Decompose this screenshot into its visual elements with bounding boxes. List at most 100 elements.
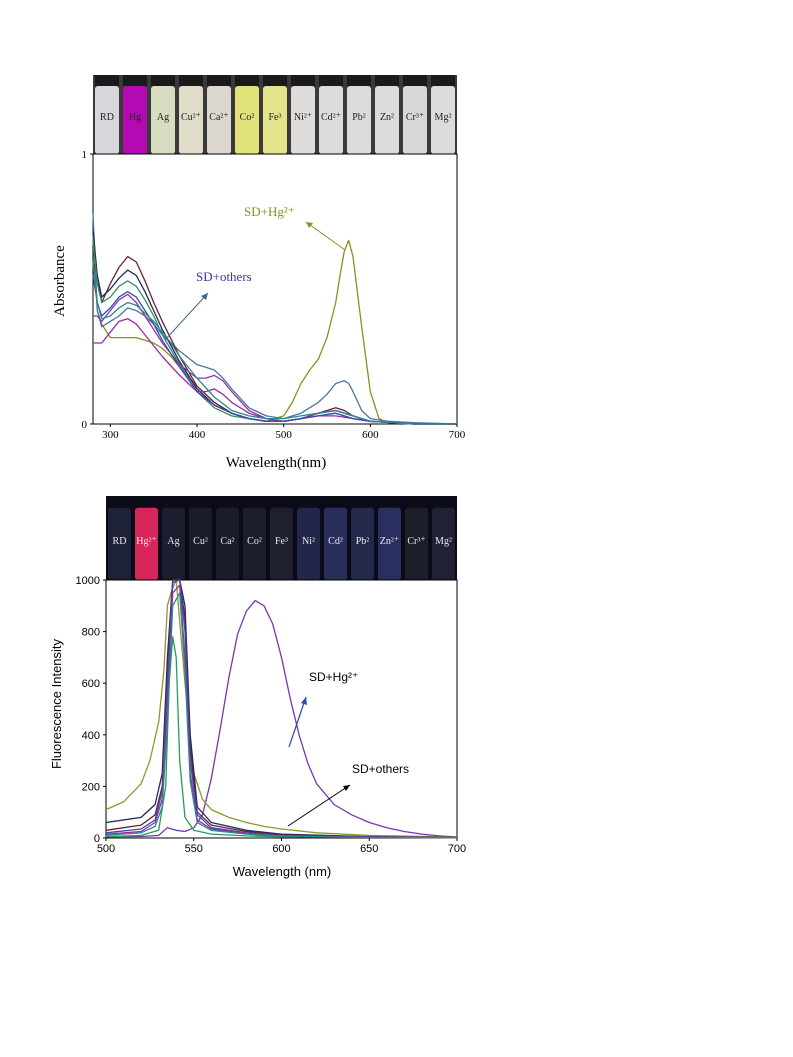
fluorescence-annotation-sd-others: SD+others	[352, 762, 409, 776]
vial-cap	[347, 75, 371, 87]
vial-label: RD	[113, 536, 127, 547]
vial-label: Hg²⁺	[136, 536, 157, 547]
vial-label: Mg²	[435, 536, 452, 547]
vial-body	[378, 507, 401, 580]
fluorescence-x-axis-label: Wavelength (nm)	[233, 864, 332, 879]
vial-cap	[151, 75, 175, 87]
vial-body	[243, 507, 266, 580]
series-line-0	[105, 599, 458, 838]
vial-cap	[108, 496, 131, 508]
vial-label: Hg	[129, 112, 141, 123]
vial-cap	[216, 496, 239, 508]
fluorescence-series-group	[105, 579, 458, 839]
y-tick-label: 400	[82, 730, 100, 742]
vial-cap	[235, 75, 259, 87]
y-tick-label: 0	[94, 833, 100, 845]
vial-label: Cu²⁺	[181, 112, 201, 123]
vial-cap	[375, 75, 399, 87]
vial-cap	[297, 496, 320, 508]
vial-photo-strip-bottom: RD Hg²⁺ Ag Cu² Ca² Co² Fe³ Ni² Cd² Pb² Zn²⁺ Cr³⁺ Mg²	[106, 496, 457, 580]
x-tick-label: 500	[275, 429, 292, 441]
vial-label: Pb²	[352, 112, 366, 123]
fluorescence-y-axis-label: Fluorescence Intensity	[49, 638, 64, 769]
fluorescence-annotation-sd-hg-arrowhead	[301, 697, 307, 705]
vial-body	[270, 507, 293, 580]
vial-cap	[123, 75, 147, 87]
vial-label: Ag	[157, 112, 169, 123]
series-line-4	[92, 240, 457, 425]
vial-body	[207, 86, 231, 154]
vial-body	[432, 507, 455, 580]
vial-cap	[378, 496, 401, 508]
vial-cap	[431, 75, 455, 87]
vial-body	[291, 86, 315, 154]
absorbance-annotation-sd-others: SD+others	[196, 269, 252, 284]
vial-body	[179, 86, 203, 154]
series-line-8	[92, 261, 457, 425]
absorbance-y-axis-label: Absorbance	[52, 245, 68, 317]
series-line-2	[105, 636, 458, 839]
vial-cap	[403, 75, 427, 87]
vial-label: Ni²	[302, 536, 315, 547]
vial-body	[216, 507, 239, 580]
vial-body	[95, 86, 119, 154]
vial-cap	[162, 496, 185, 508]
x-tick-label: 700	[448, 843, 466, 855]
vial-cap	[189, 496, 212, 508]
vial-label: RD	[100, 112, 114, 123]
series-line-1	[92, 213, 458, 425]
vial-cap	[432, 496, 455, 508]
vial-label: Cr³⁺	[406, 112, 424, 123]
vial-body	[263, 86, 287, 154]
vial-label: Cd²	[328, 536, 343, 547]
vial-label: Cr³⁺	[407, 536, 425, 547]
series-line-2	[92, 255, 457, 425]
vial-body	[405, 507, 428, 580]
vial-cap	[324, 496, 347, 508]
absorbance-series-group	[92, 213, 458, 425]
vial-label: Ca²	[220, 536, 234, 547]
y-tick-label: 1000	[76, 575, 100, 587]
vial-cap	[291, 75, 315, 87]
vial-label: Cd²⁺	[321, 112, 341, 123]
vial-cap	[405, 496, 428, 508]
vial-body	[403, 86, 427, 154]
vial-label: Fe³	[275, 536, 288, 547]
absorbance-annotation-sd-hg: SD+Hg²⁺	[244, 204, 295, 219]
vial-label: Ag	[167, 536, 179, 547]
fluorescence-annotation-sd-hg-arrow	[288, 696, 307, 748]
x-tick-label: 400	[189, 429, 206, 441]
vial-body	[162, 507, 185, 580]
fluorescence-annotation-sd-others-arrow	[287, 784, 351, 827]
vial-cap	[270, 496, 293, 508]
series-line-4	[105, 579, 458, 839]
vial-label: Ni²⁺	[294, 112, 312, 123]
y-tick-label: 200	[82, 781, 100, 793]
vial-cap	[207, 75, 231, 87]
x-tick-label: 600	[362, 429, 379, 441]
absorbance-annotation-sd-hg-arrow	[305, 221, 346, 251]
vial-body	[235, 86, 259, 154]
x-tick-label: 650	[360, 843, 378, 855]
vial-cap	[179, 75, 203, 87]
vial-body	[108, 507, 131, 580]
x-tick-label: 550	[185, 843, 203, 855]
vial-body	[347, 86, 371, 154]
vial-body	[431, 86, 455, 154]
series-line-7	[105, 592, 458, 839]
vial-label: Mg²	[435, 112, 452, 123]
vial-label: Co²	[247, 536, 262, 547]
x-tick-label: 500	[97, 843, 115, 855]
vial-body	[319, 86, 343, 154]
y-tick-label: 1	[82, 149, 88, 161]
vial-body	[189, 507, 212, 580]
absorbance-axis-ticks: 300 400 500 600 700 0 1	[82, 149, 466, 441]
fluorescence-annotation-sd-hg: SD+Hg²⁺	[309, 670, 358, 684]
fluorescence-axis-ticks: 500 550 600 650 700 0 200 400 600 800 1000	[76, 575, 467, 855]
vial-cap	[351, 496, 374, 508]
vial-body	[135, 507, 158, 580]
vial-cap	[135, 496, 158, 508]
vial-body	[297, 507, 320, 580]
vial-label: Fe³	[269, 112, 282, 123]
vial-label: Pb²	[356, 536, 370, 547]
